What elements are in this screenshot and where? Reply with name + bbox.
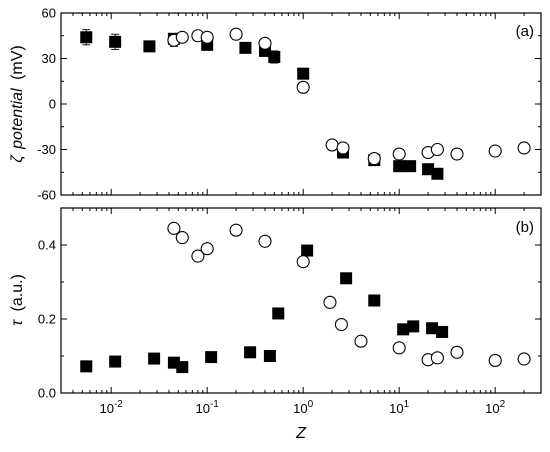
panel-a-ylabel-potential: potential [9, 88, 26, 150]
data-point-square [109, 355, 122, 368]
x-tick-label: 10-2 [100, 399, 124, 416]
data-point-circle [323, 295, 337, 309]
panel-a-ticks: -60 -30 0 30 60 [37, 6, 542, 203]
y-tick-label: 0.0 [38, 386, 56, 401]
data-point-circle [191, 249, 205, 263]
y-tick-label: -60 [37, 188, 56, 203]
data-point-circle [392, 147, 406, 161]
data-point-square [426, 322, 439, 335]
data-point-square [205, 351, 218, 364]
x-tick-label: 10-1 [196, 399, 220, 416]
data-point-circle [296, 80, 310, 94]
data-point-circle [517, 352, 531, 366]
data-point-circle [200, 242, 214, 256]
y-tick-label: 0 [49, 97, 56, 112]
panel-b-label: (b) [516, 219, 534, 236]
data-point-circle [354, 334, 368, 348]
data-point-square [268, 50, 281, 63]
data-point-square [397, 323, 410, 336]
panel-a-ylabel: ζ potential (mV) [9, 45, 26, 162]
data-point-square [407, 320, 420, 333]
data-point-square [176, 361, 189, 374]
data-point-circle [334, 317, 348, 332]
x-tick-label: 102 [485, 399, 505, 416]
panel-b-marks [80, 221, 531, 374]
data-point-circle [367, 152, 381, 166]
data-point-circle [488, 144, 502, 158]
data-point-circle [430, 142, 444, 157]
data-point-square [272, 307, 285, 320]
data-point-square [80, 31, 93, 44]
data-point-square [239, 41, 252, 54]
data-point-square [431, 167, 444, 180]
data-point-circle [258, 234, 272, 248]
data-point-square [436, 325, 449, 338]
data-point-circle [229, 27, 243, 41]
data-point-square [80, 360, 93, 373]
data-point-square [393, 160, 406, 173]
data-point-square [297, 67, 310, 80]
panel-a-frame [60, 12, 542, 196]
data-point-circle [167, 221, 181, 235]
data-point-square [263, 350, 276, 362]
panel-b-ylabel: τ (a.u.) [9, 274, 26, 326]
panel-b-ticks: 0.0 0.2 0.4 10-2 10-1 100 101 102 [38, 208, 542, 416]
panel-a-marks [80, 27, 531, 180]
x-tick-label: 100 [293, 399, 313, 416]
y-tick-label: 30 [42, 51, 56, 66]
data-point-circle [392, 341, 406, 355]
data-point-circle [296, 255, 310, 269]
data-point-circle [200, 30, 214, 44]
y-tick-label: 60 [42, 6, 56, 21]
panel-a-label: (a) [516, 23, 534, 40]
panel-b-ylabel-unit: (a.u.) [9, 274, 26, 311]
y-tick-label: 0.2 [38, 312, 56, 327]
data-point-circle [488, 353, 502, 367]
data-point-square [368, 294, 381, 307]
data-point-square [109, 35, 122, 48]
data-point-circle [450, 147, 464, 161]
panel-b-ylabel-tau: τ [9, 319, 26, 326]
panel-b-frame [60, 207, 542, 394]
data-point-square [340, 272, 353, 285]
data-point-square [301, 244, 314, 257]
data-point-circle [175, 231, 189, 245]
data-point-circle [258, 36, 272, 50]
data-point-circle [517, 141, 531, 155]
data-point-square [244, 346, 257, 359]
data-point-square [143, 40, 156, 53]
data-point-circle [450, 345, 464, 359]
data-point-square [148, 352, 161, 365]
data-point-circle [430, 351, 444, 365]
y-tick-label: 0.4 [38, 238, 56, 253]
x-tick-label: 101 [389, 399, 409, 416]
y-tick-label: -30 [37, 142, 56, 157]
data-point-square [404, 160, 417, 173]
data-point-circle [325, 138, 339, 152]
panel-a-ylabel-unit: (mV) [9, 45, 26, 80]
panel-a-ylabel-zeta: ζ [9, 154, 26, 163]
x-axis-label: Z [295, 425, 307, 442]
data-point-circle [336, 141, 350, 155]
data-point-circle [175, 30, 189, 44]
data-point-circle [229, 223, 243, 237]
